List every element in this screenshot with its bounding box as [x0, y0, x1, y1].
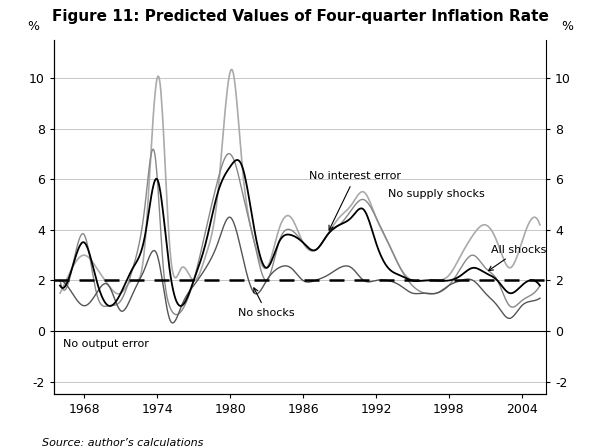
Text: %: %: [27, 20, 39, 33]
Text: All shocks: All shocks: [488, 245, 547, 271]
Text: %: %: [561, 20, 573, 33]
Text: Source: author’s calculations: Source: author’s calculations: [42, 438, 203, 448]
Text: No output error: No output error: [62, 339, 148, 349]
Text: No supply shocks: No supply shocks: [388, 189, 485, 199]
Text: Figure 11: Predicted Values of Four-quarter Inflation Rate: Figure 11: Predicted Values of Four-quar…: [52, 9, 548, 24]
Text: No shocks: No shocks: [238, 288, 295, 318]
Text: No interest error: No interest error: [309, 171, 401, 230]
